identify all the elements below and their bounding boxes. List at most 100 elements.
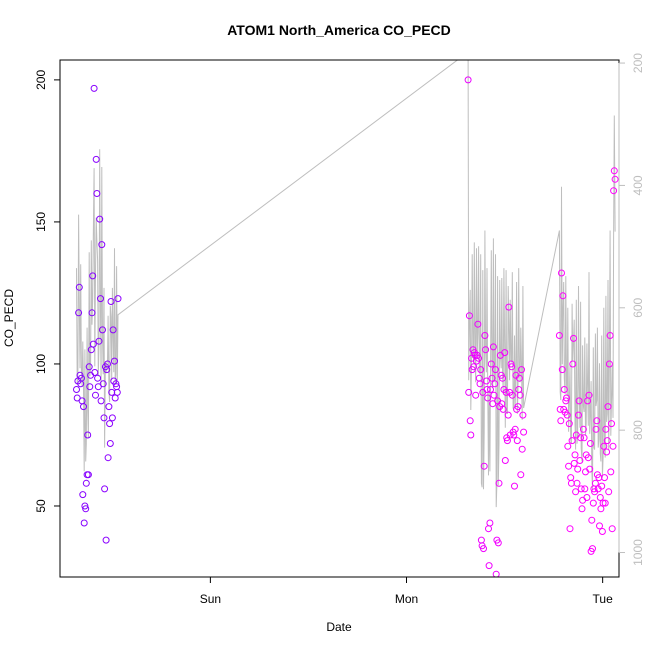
x-axis-label: Date (326, 620, 352, 634)
data-point (507, 360, 515, 368)
data-point (577, 485, 585, 493)
data-point (555, 332, 563, 339)
data-point (609, 442, 617, 450)
data-point (586, 440, 594, 447)
data-point (515, 386, 523, 393)
pressure-trace-line (76, 60, 616, 508)
data-point (97, 397, 105, 405)
data-point (580, 434, 588, 442)
data-point (89, 340, 97, 348)
data-point (589, 499, 597, 507)
data-point (94, 374, 102, 382)
right-tick-label: 1000 (631, 539, 645, 566)
data-point (73, 386, 80, 393)
data-point (495, 479, 503, 487)
data-point (565, 462, 573, 470)
data-point (602, 425, 610, 433)
axes: Sun Mon Tue 50 100 150 200 200 400 600 800 1000 (34, 53, 645, 606)
data-point (99, 326, 106, 334)
data-point (603, 448, 611, 456)
data-point (470, 363, 478, 371)
data-point (477, 536, 485, 544)
data-point (568, 437, 576, 445)
plot-area (73, 60, 619, 577)
data-point (476, 380, 484, 388)
data-point (574, 465, 582, 473)
data-point (112, 380, 120, 388)
data-point (579, 425, 587, 433)
data-point (483, 386, 491, 393)
data-point (499, 374, 506, 382)
data-point (518, 445, 526, 453)
data-point (75, 283, 83, 291)
data-point (582, 468, 589, 476)
data-point (508, 391, 516, 399)
data-point (93, 190, 101, 197)
data-point (491, 380, 499, 388)
y-tick-label: 200 (34, 70, 48, 90)
data-point (114, 295, 122, 303)
data-point (82, 505, 90, 513)
data-point (601, 474, 608, 482)
data-point (563, 411, 571, 419)
data-point (79, 491, 87, 499)
data-point (84, 431, 92, 439)
data-point (95, 337, 103, 345)
data-point (564, 442, 572, 450)
data-point (567, 474, 575, 482)
y-axis-label: CO_PECD (2, 289, 16, 347)
data-point (492, 570, 500, 577)
data-point (610, 167, 618, 175)
data-point (517, 471, 525, 479)
data-point (579, 496, 587, 504)
plot-frame (59, 59, 620, 578)
data-point (589, 545, 596, 553)
data-point (485, 525, 492, 533)
data-point (101, 485, 109, 493)
data-point (81, 502, 89, 510)
data-point (505, 303, 513, 311)
data-point (502, 388, 510, 396)
right-tick-label: 400 (631, 175, 645, 195)
right-tick-label: 800 (631, 420, 645, 440)
data-point (576, 457, 584, 464)
data-point (562, 397, 570, 405)
data-point (598, 528, 606, 535)
right-tick-label: 200 (631, 53, 645, 73)
data-point (586, 465, 594, 473)
data-point (572, 431, 580, 439)
data-point (503, 437, 511, 445)
data-point (77, 374, 85, 382)
data-point (490, 391, 498, 399)
data-point (578, 505, 586, 513)
data-point (488, 374, 496, 382)
data-point (474, 320, 482, 328)
data-point (466, 417, 474, 425)
data-point (570, 334, 577, 342)
data-point (113, 388, 121, 396)
data-point (608, 420, 615, 428)
data-point (487, 360, 495, 368)
data-point (513, 437, 521, 445)
data-point (592, 425, 600, 433)
data-point (102, 536, 110, 544)
data-point (80, 403, 87, 411)
data-point (494, 539, 502, 547)
data-point (573, 479, 581, 487)
data-point (501, 349, 509, 357)
data-point (575, 411, 582, 419)
data-point (518, 366, 525, 374)
data-point (571, 451, 579, 459)
data-point (560, 386, 568, 393)
data-point (80, 519, 88, 527)
data-point (511, 425, 519, 433)
data-point (96, 215, 104, 223)
data-point (499, 405, 507, 413)
series-flight-3 (555, 167, 619, 555)
data-point (605, 360, 613, 368)
data-point (606, 332, 614, 339)
data-point (82, 479, 90, 487)
data-point (520, 428, 528, 436)
y-tick-label: 50 (34, 499, 48, 513)
data-point (591, 479, 599, 487)
